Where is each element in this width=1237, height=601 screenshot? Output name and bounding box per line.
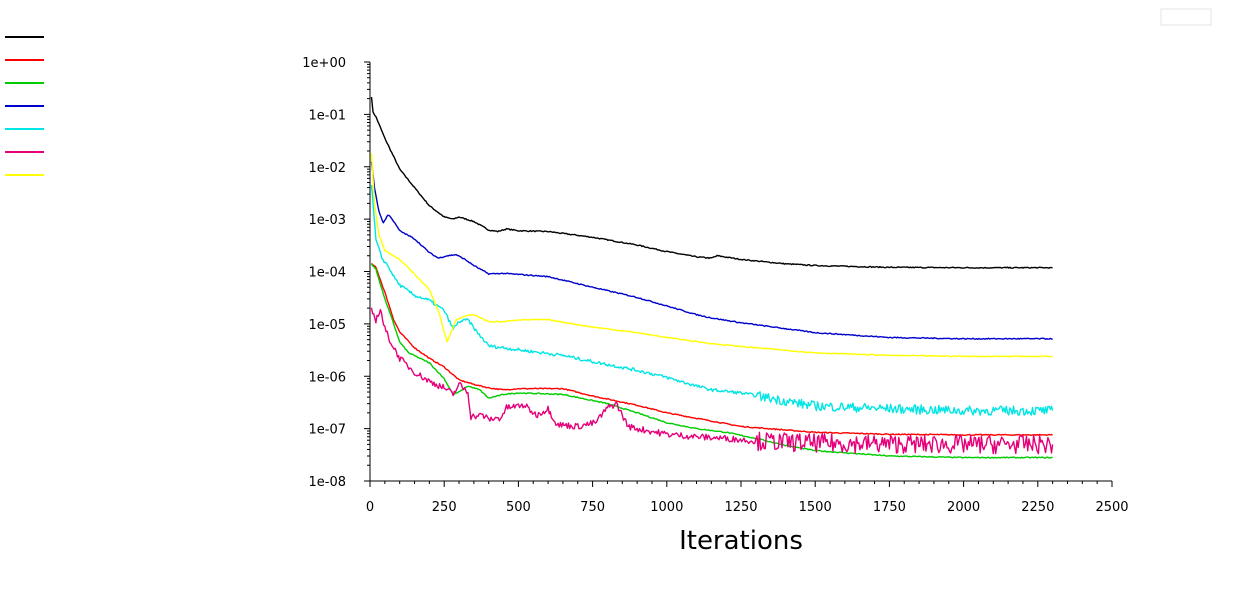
x-tick-label: 1750 — [873, 500, 906, 515]
series-line-5 — [370, 185, 1054, 416]
x-tick-label: 2000 — [947, 500, 980, 515]
y-tick-label: 1e-05 — [308, 318, 346, 333]
y-tick-label: 1e-02 — [308, 161, 346, 176]
y-tick-label: 1e-03 — [308, 213, 346, 228]
y-tick-label: 1e-06 — [308, 370, 346, 385]
x-axis-title: Iterations — [679, 526, 803, 556]
x-tick-label: 500 — [506, 500, 531, 515]
series-line-3 — [370, 263, 1053, 459]
series-line-1 — [370, 96, 1053, 269]
x-tick-label: 2500 — [1095, 500, 1128, 515]
x-tick-label: 1500 — [799, 500, 832, 515]
logo-mark — [1160, 8, 1212, 26]
legend — [5, 36, 44, 176]
x-tick-label: 1000 — [650, 500, 683, 515]
series-line-7 — [370, 153, 1053, 358]
series-line-6 — [370, 307, 1054, 455]
x-tick-label: 250 — [432, 500, 457, 515]
y-tick-label: 1e+00 — [302, 56, 346, 71]
series-group — [370, 96, 1054, 459]
x-tick-label: 2250 — [1021, 500, 1054, 515]
series-line-4 — [370, 161, 1053, 340]
logo-watermark — [1160, 8, 1212, 26]
x-tick-label: 0 — [366, 500, 374, 515]
x-tick-label: 1250 — [724, 500, 757, 515]
y-tick-label: 1e-08 — [308, 475, 346, 490]
y-tick-label: 1e-01 — [308, 108, 346, 123]
y-tick-label: 1e-07 — [308, 423, 346, 438]
x-tick-label: 750 — [580, 500, 605, 515]
y-tick-label: 1e-04 — [308, 266, 346, 281]
axes: 1e+00 1e-01 1e-02 1e-03 1e-04 1e-05 1e-06 1e-07… — [302, 56, 1128, 515]
series-line-2 — [370, 262, 1053, 437]
